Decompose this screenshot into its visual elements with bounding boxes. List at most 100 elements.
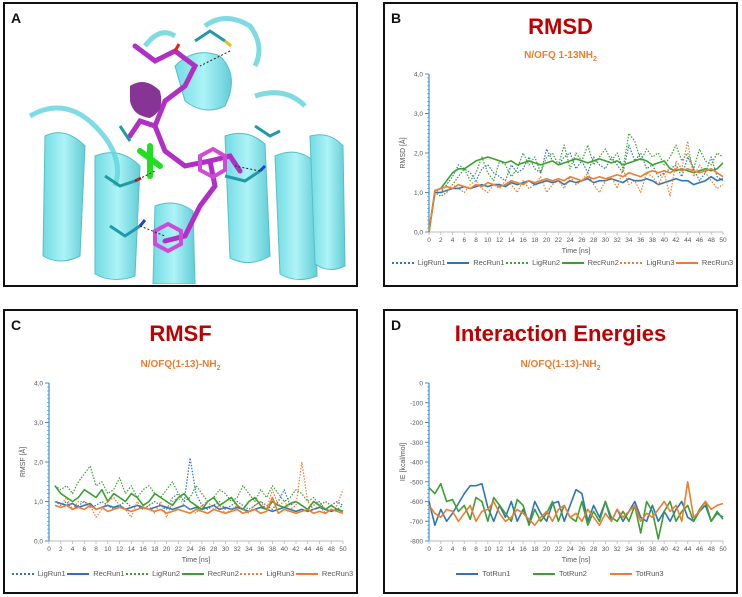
rmsd-legend-item-ligrun3: LigRun3 [620, 258, 674, 267]
energies-xtick-label: 34 [625, 546, 633, 553]
rmsf-xtick-label: 36 [257, 546, 265, 553]
rmsd-legend-swatch [675, 261, 698, 264]
energies-ytick-label: -300 [410, 440, 423, 447]
molecular-structure-image [28, 16, 346, 284]
rmsf-legend-item-ligrun3: LigRun3 [240, 569, 294, 578]
energies-xtick-label: 10 [484, 546, 492, 553]
energies-legend-swatch [609, 572, 632, 575]
energies-xtick-label: 12 [496, 546, 504, 553]
rmsf-ytick-label: 2,0 [34, 460, 43, 467]
rmsf-xtick-label: 10 [104, 546, 112, 553]
energies-legend-label: TotRun1 [482, 569, 511, 578]
energies-legend-swatch [456, 572, 479, 575]
rmsd-ytick-label: 1,0 [414, 190, 423, 197]
panel-c-letter: C [11, 317, 22, 333]
energies-xtick-label: 40 [661, 546, 669, 553]
rmsf-xtick-label: 12 [116, 546, 124, 553]
rmsd-legend-swatch [391, 261, 414, 264]
rmsd-xtick-label: 2 [439, 237, 443, 244]
rmsd-legend-swatch [620, 261, 643, 264]
energies-ylabel: IE [kcal/mol] [400, 443, 407, 481]
energies-ytick-label: -400 [410, 460, 423, 467]
rmsd-legend-label: RecRun3 [701, 258, 734, 267]
rmsf-xtick-label: 50 [339, 546, 347, 553]
energies-ytick-label: -800 [410, 539, 423, 546]
rmsd-legend-swatch [561, 261, 584, 264]
rmsf-xtick-label: 14 [128, 546, 136, 553]
energies-xtick-label: 46 [696, 546, 704, 553]
rmsd-xtick-label: 28 [590, 237, 598, 244]
rmsd-legend-swatch [447, 261, 470, 264]
panel-d-letter: D [391, 317, 402, 333]
rmsf-xtick-label: 18 [151, 546, 159, 553]
panel-d: D Interaction Energies N/OFQ(1-13)-NH2 0… [383, 309, 738, 594]
rmsd-legend-item-recrun1: RecRun1 [447, 258, 505, 267]
rmsf-xtick-label: 26 [198, 546, 206, 553]
rmsd-series-ligrun3 [428, 140, 724, 233]
energies-xtick-label: 30 [602, 546, 610, 553]
panel-a: A [3, 2, 358, 287]
rmsd-xtick-label: 24 [567, 237, 575, 244]
energies-legend-item-totrun1: TotRun1 [456, 569, 510, 578]
energies-xtick-label: 42 [672, 546, 680, 553]
rmsd-xtick-label: 12 [496, 237, 504, 244]
energies-xtick-label: 36 [637, 546, 645, 553]
rmsf-legend-swatch [11, 572, 34, 575]
energies-legend-item-totrun3: TotRun3 [609, 569, 664, 578]
rmsf-xtick-label: 32 [234, 546, 242, 553]
energies-ytick-label: -500 [410, 479, 423, 486]
atom-tips [134, 39, 267, 227]
rmsf-xtick-label: 16 [139, 546, 147, 553]
rmsd-xtick-label: 22 [555, 237, 563, 244]
energies-legend-swatch [533, 572, 556, 575]
energies-series-totrun2 [428, 482, 724, 540]
rmsd-xtick-label: 48 [708, 237, 716, 244]
energies-xtick-label: 32 [614, 546, 622, 553]
rmsf-ytick-label: 1,0 [34, 499, 43, 506]
rmsf-subtitle: N/OFQ(1-13)-NH2 [140, 359, 221, 372]
rmsf-xtick-label: 38 [269, 546, 277, 553]
panel-b: B RMSD N/OFQ 1-13NH2 0,0 1,0 2,0 3,0 4,0 0 2 4 6… [383, 2, 738, 287]
rmsf-xtick-label: 22 [175, 546, 183, 553]
rmsd-xtick-label: 14 [508, 237, 516, 244]
energies-ytick-label: -100 [410, 400, 423, 407]
energies-ytick-label: -700 [410, 519, 423, 526]
rmsd-subtitle: N/OFQ 1-13NH2 [524, 50, 597, 63]
rmsd-legend-label: LigRun3 [646, 258, 675, 267]
rmsd-xtick-label: 6 [462, 237, 466, 244]
rmsd-xtick-label: 16 [519, 237, 527, 244]
energies-ytick-label: -200 [410, 420, 423, 427]
energies-xtick-label: 28 [590, 546, 598, 553]
rmsd-xtick-label: 26 [578, 237, 586, 244]
rmsd-legend-item-recrun3: RecRun3 [675, 258, 734, 267]
energies-xtick-label: 22 [555, 546, 563, 553]
energies-xtick-label: 6 [462, 546, 466, 553]
rmsf-ytick-label: 4,0 [34, 381, 43, 388]
ligand-sticks [127, 43, 243, 244]
energies-ytick-label: 0 [419, 381, 423, 388]
rmsf-legend-label: RecRun1 [93, 569, 125, 578]
rmsd-xtick-label: 20 [543, 237, 551, 244]
rmsf-legend-swatch [240, 572, 263, 575]
energies-legend-label: TotRun2 [559, 569, 587, 578]
rmsd-xtick-label: 32 [614, 237, 622, 244]
rmsd-ytick-label: 2,0 [414, 151, 423, 158]
rmsf-legend: LigRun1 RecRun1 LigRun2 RecRun2 LigRun3 RecRu… [11, 569, 354, 578]
green-group [137, 143, 163, 179]
rmsf-xtick-label: 34 [245, 546, 253, 553]
ligand-ring-phe [153, 146, 227, 254]
rmsd-legend-label: RecRun2 [587, 258, 619, 267]
rmsf-legend-label: RecRun3 [321, 569, 354, 578]
energies-xtick-label: 8 [474, 546, 478, 553]
rmsf-legend-item-recrun3: RecRun3 [295, 569, 354, 578]
protein-loops [28, 16, 307, 187]
rmsd-xtick-label: 18 [531, 237, 539, 244]
energies-subtitle: N/OFQ(1-13)-NH2 [520, 359, 601, 372]
rmsd-xtick-label: 0 [427, 237, 431, 244]
rmsd-xtick-label: 34 [625, 237, 633, 244]
energies-series-totrun3 [428, 481, 724, 526]
rmsf-xtick-label: 46 [316, 546, 324, 553]
rmsd-legend-item-recrun2: RecRun2 [561, 258, 619, 267]
panel-a-letter: A [11, 10, 22, 26]
rmsf-legend-item-ligrun2: LigRun2 [126, 569, 180, 578]
